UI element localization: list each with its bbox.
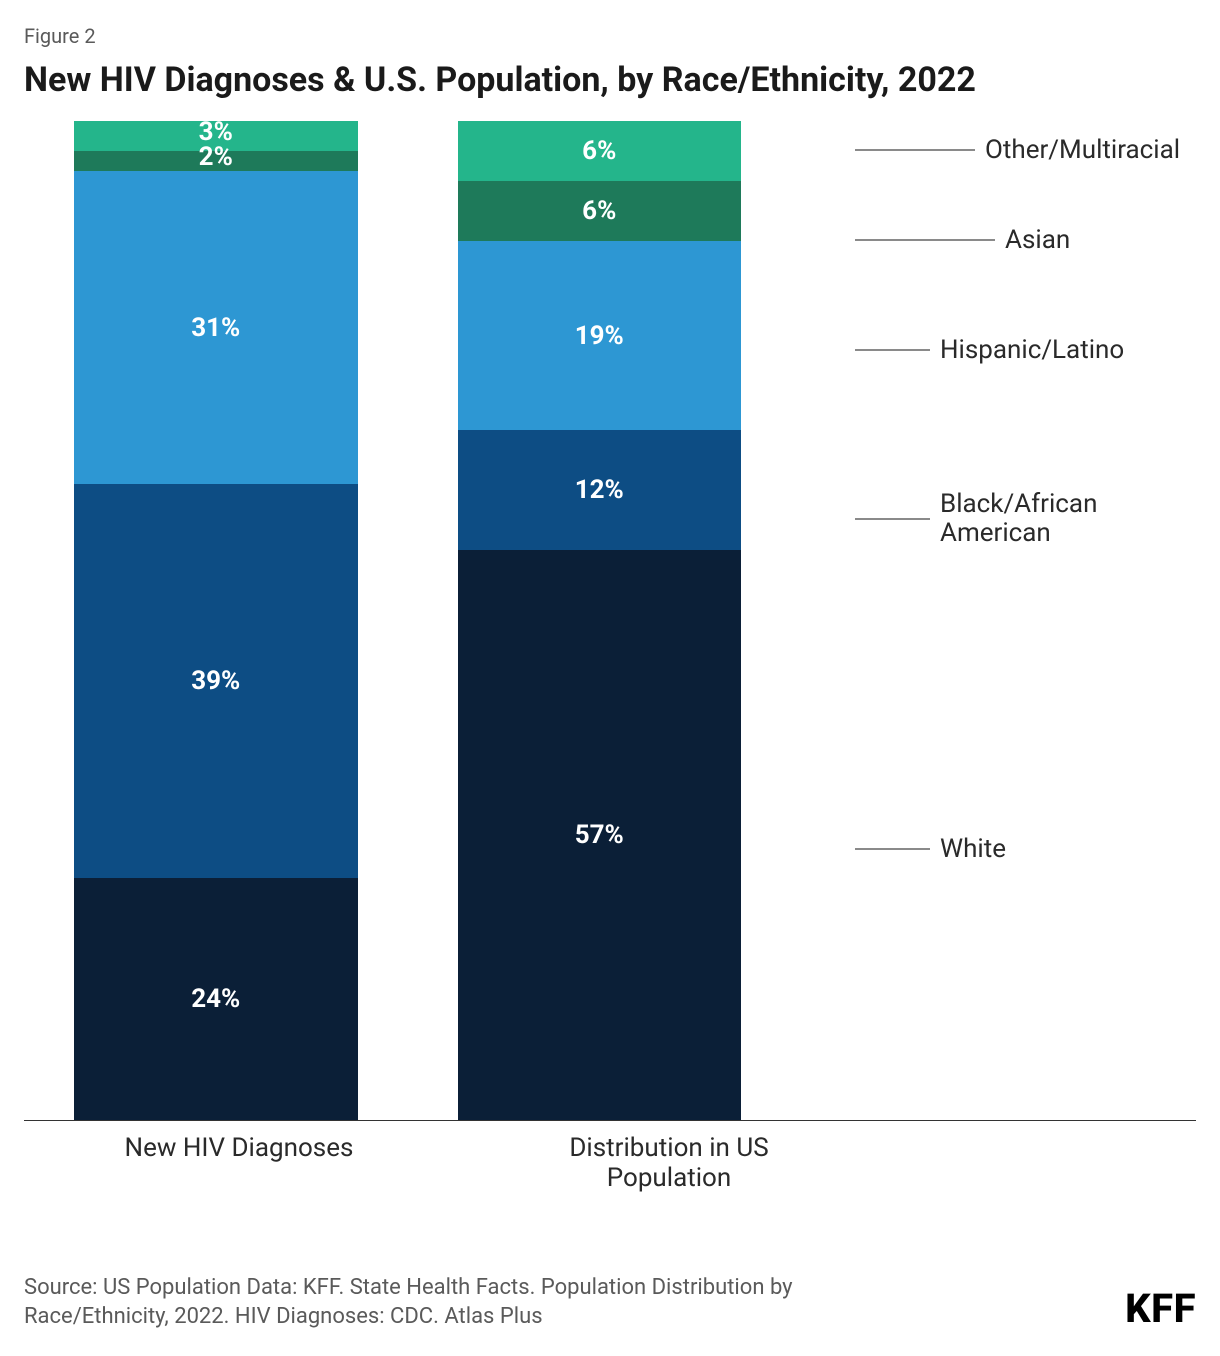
legend-label: Asian	[1005, 226, 1070, 255]
legend-leader-line	[855, 349, 930, 351]
x-axis-labels: New HIV Diagnoses Distribution in US Popu…	[24, 1133, 1196, 1193]
bar-segment-value: 3%	[199, 119, 233, 145]
bar-segment-value: 6%	[582, 138, 616, 164]
bar-segment-value: 24%	[191, 986, 240, 1012]
x-axis-label: Distribution in US Population	[504, 1133, 834, 1193]
publisher-logo: KFF	[1125, 1285, 1196, 1332]
bar-segment-value: 12%	[575, 477, 624, 503]
bar-us-population: 6% 6% 19% 12% 57%	[458, 121, 742, 1120]
bar-segment-hispanic: 19%	[458, 241, 742, 431]
legend-label: Hispanic/Latino	[940, 336, 1124, 365]
legend: Other/Multiracial Asian Hispanic/Latino Bla…	[841, 121, 1196, 1120]
legend-leader-line	[855, 848, 930, 850]
chart-title: New HIV Diagnoses & U.S. Population, by …	[24, 60, 1196, 101]
bar-new-diagnoses: 3%2%31%39%24%	[74, 121, 358, 1120]
legend-label: Other/Multiracial	[985, 136, 1180, 165]
bar-segment-white: 57%	[458, 550, 742, 1119]
legend-item-white: White	[855, 835, 1006, 864]
chart-area: 3%2%31%39%24%6%6%19%12%57%Other/Multirac…	[24, 121, 1196, 1121]
bar-segment-black: 39%	[74, 484, 358, 878]
x-axis-label: New HIV Diagnoses	[74, 1133, 404, 1193]
legend-leader-line	[855, 518, 930, 520]
bar-segment-other: 6%	[458, 121, 742, 181]
figure-label: Figure 2	[24, 24, 1196, 48]
legend-label: Black/AfricanAmerican	[940, 490, 1097, 547]
legend-leader-line	[855, 239, 995, 241]
bar-segment-value: 39%	[191, 668, 240, 694]
legend-item-asian: Asian	[855, 226, 1070, 255]
legend-label: White	[940, 835, 1006, 864]
bar-segment-value: 31%	[191, 315, 240, 341]
bar-segment-white: 24%	[74, 878, 358, 1120]
legend-item-hispanic: Hispanic/Latino	[855, 336, 1124, 365]
legend-leader-line	[855, 149, 975, 151]
bar-segment-asian: 2%	[74, 151, 358, 171]
bar-segment-asian: 6%	[458, 181, 742, 241]
legend-item-black: Black/AfricanAmerican	[855, 490, 1097, 547]
bar-segment-value: 6%	[582, 198, 616, 224]
source-text: Source: US Population Data: KFF. State H…	[24, 1273, 854, 1332]
bar-segment-value: 19%	[575, 323, 624, 349]
bar-segment-hispanic: 31%	[74, 171, 358, 484]
bar-segment-black: 12%	[458, 430, 742, 550]
bar-segment-value: 57%	[575, 822, 624, 848]
chart-footer: Source: US Population Data: KFF. State H…	[24, 1273, 1196, 1332]
bar-segment-value: 2%	[199, 144, 233, 170]
legend-item-other: Other/Multiracial	[855, 136, 1180, 165]
